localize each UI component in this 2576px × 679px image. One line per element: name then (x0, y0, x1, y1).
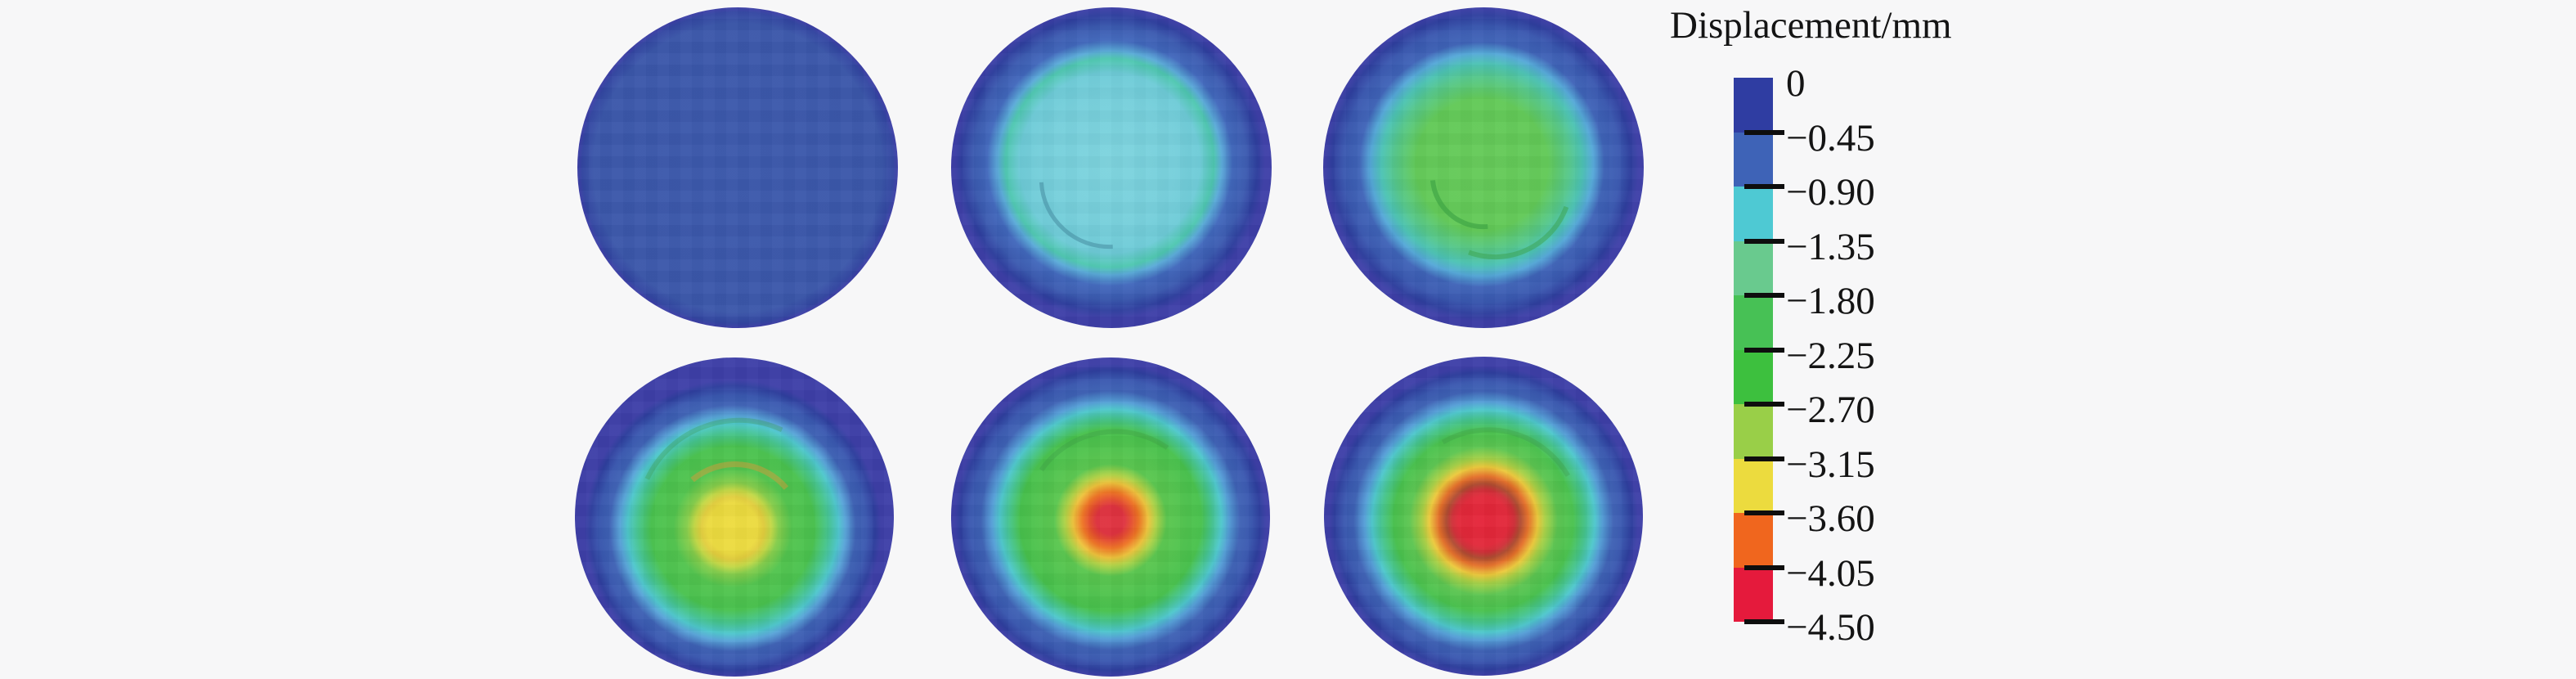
colorbar-tick-label-1: −0.45 (1786, 116, 1875, 160)
colorbar-segment-0 (1734, 78, 1773, 133)
colorbar-tick-10 (1744, 619, 1784, 624)
colorbar-tick-label-5: −2.25 (1786, 334, 1875, 377)
contour-panel-b (951, 7, 1272, 328)
colorbar-tick-label-10: −4.50 (1786, 606, 1875, 649)
colorbar-tick-label-4: −1.80 (1786, 280, 1875, 322)
colorbar-segment-7 (1734, 458, 1773, 513)
colorbar-tick-labels: 0 −0.45 −0.90 −1.35 −1.80 −2.25 −2.70 −3.15 −3.6… (1786, 64, 2048, 659)
colorbar-tick-6 (1744, 402, 1784, 407)
colorbar-segment-4 (1734, 295, 1773, 350)
colorbar-segment-8 (1734, 513, 1773, 568)
contour-arc-f-0 (1372, 405, 1604, 637)
colorbar-tick-5 (1744, 347, 1784, 353)
colorbar-tick-label-7: −3.15 (1786, 443, 1875, 486)
colorbar-title: Displacement/mm (1670, 4, 1952, 47)
colorbar-segment-1 (1734, 132, 1773, 187)
contour-arc-d-0 (659, 455, 811, 607)
contour-panel-f (1324, 357, 1643, 676)
colorbar-segment-2 (1734, 187, 1773, 241)
colorbar-segment-9 (1734, 567, 1773, 622)
colorbar-tick-label-0: 0 (1786, 62, 1806, 105)
contour-arc-c-0 (1408, 101, 1559, 251)
colorbar-tick-label-9: −4.05 (1786, 551, 1875, 595)
colorbar-segment-5 (1734, 349, 1773, 404)
contour-arc-e-0 (1008, 414, 1223, 630)
colorbar-ticks (1744, 78, 1784, 624)
contour-panel-e (951, 357, 1270, 677)
colorbar-tick-9 (1744, 564, 1784, 570)
contour-panel-c (1323, 7, 1644, 328)
colorbar-tick-7 (1744, 456, 1784, 461)
contour-arc-c-1 (1390, 76, 1600, 286)
colorbar-track (1734, 78, 1773, 622)
colorbar-tick-label-8: −3.60 (1786, 497, 1875, 540)
colorbar-tick-2 (1744, 184, 1784, 189)
colorbar-segment-3 (1734, 241, 1773, 295)
colorbar-tick-4 (1744, 293, 1784, 298)
contour-arc-d-1 (606, 389, 873, 655)
colorbar-segment-6 (1734, 404, 1773, 459)
colorbar-tick-label-2: −0.90 (1786, 171, 1875, 214)
colorbar-tick-3 (1744, 238, 1784, 244)
contour-panel-a (577, 7, 898, 328)
colorbar-tick-label-6: −2.70 (1786, 389, 1875, 431)
colorbar-tick-1 (1744, 129, 1784, 135)
colorbar-tick-8 (1744, 510, 1784, 515)
contour-arc-b-0 (1010, 79, 1208, 277)
colorbar-tick-label-3: −1.35 (1786, 225, 1875, 268)
contour-panel-d (575, 357, 894, 677)
